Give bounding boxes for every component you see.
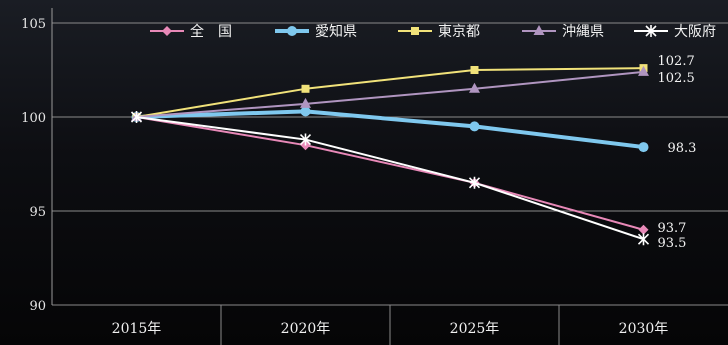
legend-label: 東京都 [438,24,480,40]
data-point-3-2 [469,82,480,93]
end-value-label: 93.5 [658,236,687,251]
axis-layer: 90 95 100 105 2015年 2020年 2025年 2030年 [21,8,668,345]
legend-label: 沖縄県 [562,24,604,40]
data-point-1-2 [469,121,480,132]
y-tick-label: 105 [21,17,46,32]
data-point-3-1 [300,97,311,108]
data-point-4-2 [468,176,481,189]
series-line-4 [136,116,644,241]
legend-item-2: 東京都 [398,24,480,40]
series-layer [130,64,650,246]
legend-label: 大阪府 [674,24,716,40]
x-tick-label: 2020年 [281,321,331,337]
data-point-3-3 [638,65,649,76]
x-tick-label: 2030年 [619,321,669,337]
data-point-0-3 [638,224,649,235]
y-tick-label: 100 [21,111,46,126]
legend-item-4: 大阪府 [634,24,716,40]
data-label-layer: 93.7 98.3 102.7 102.5 93.5 [658,54,697,251]
legend-marker [411,27,419,35]
end-value-label: 102.7 [658,54,695,69]
legend: 全 国 愛知県 東京都 沖縄県 大阪府 [150,23,716,40]
x-tick-label: 2025年 [450,321,500,337]
data-point-1-1 [300,106,311,117]
series-line-3 [136,70,644,118]
data-point-4-0 [130,111,143,123]
end-value-label: 93.7 [658,221,687,236]
legend-item-1: 愛知県 [275,23,357,40]
y-tick-label: 90 [29,299,46,314]
legend-marker [287,26,297,36]
series-line-1 [136,109,644,150]
data-point-2-2 [470,66,479,74]
data-point-1-3 [638,142,649,153]
legend-item-0: 全 国 [150,23,232,40]
legend-marker [162,26,172,36]
legend-label: 全 国 [190,23,232,40]
end-value-label: 102.5 [658,71,695,86]
series-line-0 [136,116,644,231]
legend-marker [645,25,657,37]
x-tick-label: 2015年 [112,321,162,337]
data-point-4-1 [299,133,312,146]
data-point-2-1 [301,84,310,93]
end-value-label: 98.3 [668,141,697,156]
legend-item-3: 沖縄県 [522,24,604,40]
data-point-4-3 [637,233,650,246]
series-line-2 [136,67,644,118]
y-tick-label: 95 [29,205,46,220]
legend-marker [533,25,545,35]
legend-label: 愛知県 [315,23,357,40]
